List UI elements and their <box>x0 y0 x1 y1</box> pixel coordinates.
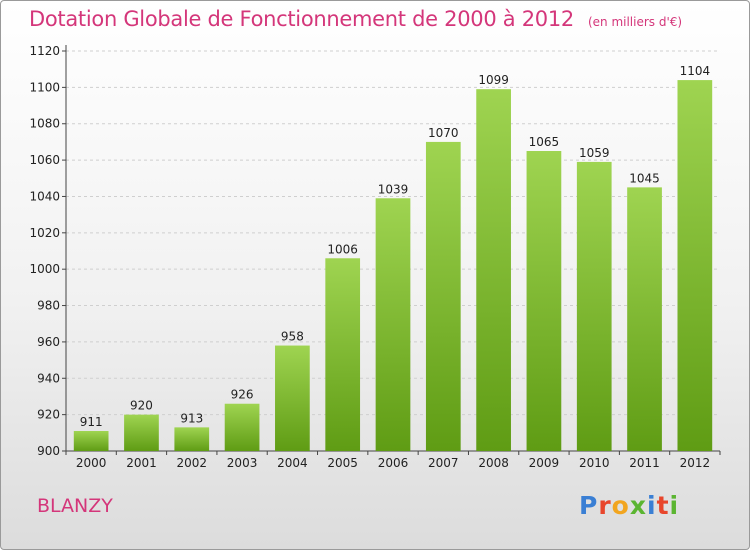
x-tick-label: 2010 <box>579 456 610 470</box>
data-label: 1099 <box>478 73 509 87</box>
bar <box>576 161 612 451</box>
bar <box>275 345 310 451</box>
data-label: 911 <box>80 415 103 429</box>
bar <box>375 198 411 451</box>
chart-title-main: Dotation Globale de Fonctionnement de 20… <box>29 7 574 31</box>
y-tick-label: 1040 <box>29 189 60 203</box>
bar <box>425 141 461 451</box>
data-label: 1039 <box>378 182 409 196</box>
bar <box>627 187 662 451</box>
data-label: 958 <box>281 330 304 344</box>
x-tick-label: 2006 <box>378 456 409 470</box>
data-label: 1059 <box>579 146 610 160</box>
place-name: BLANZY <box>37 495 113 517</box>
bar <box>73 431 109 451</box>
y-tick-label: 1100 <box>29 80 60 94</box>
data-label: 913 <box>180 411 203 425</box>
data-label: 1070 <box>428 126 459 140</box>
axes: 900 920 940 960 980 1000 1020 1040 1060 1080 1100 1… <box>29 44 721 458</box>
data-label: 1104 <box>680 64 711 78</box>
data-label: 1045 <box>629 171 660 185</box>
y-tick-label: 1020 <box>29 226 60 240</box>
x-tick-label: 2004 <box>277 456 308 470</box>
bars <box>73 80 713 451</box>
bar <box>677 80 713 451</box>
logo-letter: i <box>647 491 657 520</box>
logo-letter: o <box>611 491 630 520</box>
bar <box>526 151 562 451</box>
y-tick-label: 1080 <box>29 117 60 131</box>
proxiti-logo: Proxiti <box>579 491 679 520</box>
data-label: 920 <box>130 399 153 413</box>
bar <box>224 403 260 451</box>
chart-subtitle: (en milliers d'€) <box>587 15 683 29</box>
x-tick-label: 2009 <box>529 456 560 470</box>
y-tick-label: 920 <box>37 408 60 422</box>
x-tick-label: 2003 <box>227 456 258 470</box>
x-tick-label: 2007 <box>428 456 459 470</box>
logo-letter: x <box>629 491 647 520</box>
y-tick-label: 1060 <box>29 153 60 167</box>
data-label: 1065 <box>529 135 560 149</box>
logo-letter: r <box>598 491 612 520</box>
bar <box>476 89 511 451</box>
labels: 2000 911 2001 920 2002 913 2003 926 2004 958 2005 1… <box>76 64 710 470</box>
logo-letter: t <box>656 491 670 520</box>
y-tick-label: 900 <box>37 444 60 458</box>
chart-title: Dotation Globale de Fonctionnement de 20… <box>29 7 682 31</box>
bar <box>174 427 210 451</box>
x-tick-label: 2012 <box>680 456 711 470</box>
logo-letter: i <box>669 491 680 520</box>
y-tick-label: 980 <box>37 299 60 313</box>
bar <box>325 258 361 451</box>
bar <box>124 414 159 451</box>
x-tick-label: 2005 <box>327 456 358 470</box>
y-tick-label: 960 <box>37 335 60 349</box>
x-tick-label: 2002 <box>176 456 207 470</box>
x-tick-label: 2001 <box>126 456 157 470</box>
x-tick-label: 2000 <box>76 456 107 470</box>
logo-letter: P <box>579 491 599 520</box>
y-tick-label: 1120 <box>29 44 60 58</box>
x-tick-label: 2008 <box>478 456 509 470</box>
data-label: 1006 <box>327 242 358 256</box>
x-tick-label: 2011 <box>629 456 660 470</box>
y-tick-label: 940 <box>37 371 60 385</box>
y-tick-label: 1000 <box>29 262 60 276</box>
data-label: 926 <box>231 388 254 402</box>
